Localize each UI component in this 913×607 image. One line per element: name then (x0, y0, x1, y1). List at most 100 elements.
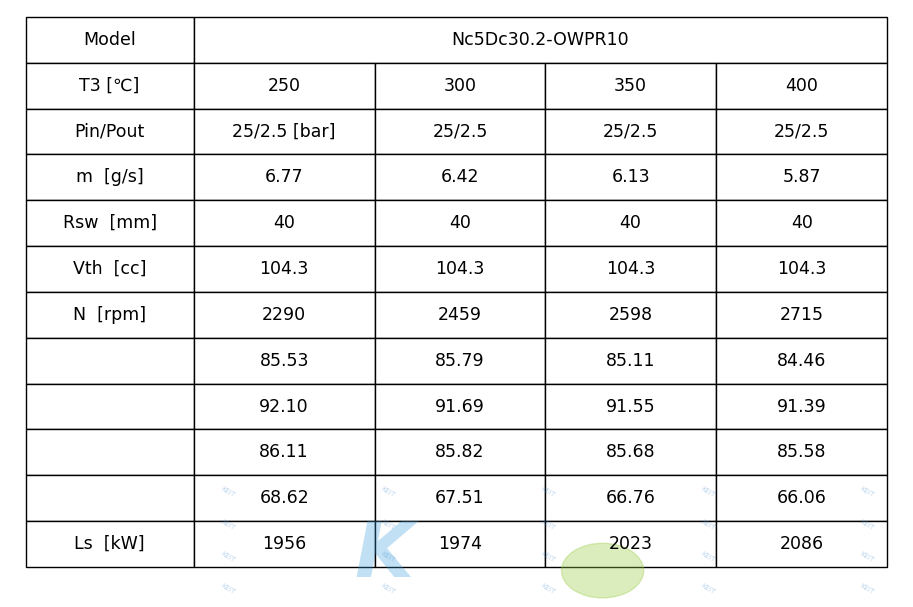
Bar (716, 337, 887, 384)
Bar (545, 430, 716, 475)
Text: KEIT: KEIT (380, 551, 396, 563)
Text: 40: 40 (620, 214, 642, 232)
Bar (374, 200, 545, 246)
Text: 350: 350 (614, 76, 647, 95)
Text: 1956: 1956 (262, 535, 306, 553)
Text: 2290: 2290 (262, 306, 306, 324)
Text: 68.62: 68.62 (259, 489, 309, 507)
Bar (194, 292, 374, 337)
Text: KEIT: KEIT (220, 583, 236, 596)
Text: 6.77: 6.77 (265, 168, 303, 186)
Bar (194, 337, 374, 384)
Text: KEIT: KEIT (220, 551, 236, 563)
Bar (374, 154, 545, 200)
Text: T3 [℃]: T3 [℃] (79, 76, 140, 95)
Bar (374, 63, 545, 109)
Bar (545, 475, 716, 521)
Text: Nc5Dc30.2-OWPR10: Nc5Dc30.2-OWPR10 (452, 31, 629, 49)
Bar (374, 521, 545, 567)
Text: 2459: 2459 (438, 306, 482, 324)
Bar (194, 521, 374, 567)
Text: KEIT: KEIT (540, 486, 556, 499)
Text: 5.87: 5.87 (782, 168, 821, 186)
Bar (545, 521, 716, 567)
Text: KEIT: KEIT (220, 518, 236, 531)
Text: 85.53: 85.53 (259, 351, 309, 370)
Bar (716, 154, 887, 200)
Text: 84.46: 84.46 (777, 351, 826, 370)
Text: 25/2.5: 25/2.5 (603, 123, 658, 141)
Bar (716, 521, 887, 567)
Text: 250: 250 (268, 76, 300, 95)
Text: KEIT: KEIT (859, 518, 876, 531)
Text: 40: 40 (791, 214, 813, 232)
Bar (194, 200, 374, 246)
Text: 2715: 2715 (780, 306, 824, 324)
Text: KEIT: KEIT (859, 551, 876, 563)
Text: KEIT: KEIT (699, 551, 716, 563)
Bar (26, 200, 194, 246)
Bar (716, 292, 887, 337)
Text: 67.51: 67.51 (436, 489, 485, 507)
Text: 104.3: 104.3 (259, 260, 309, 278)
Bar (194, 63, 374, 109)
Text: KEIT: KEIT (220, 486, 236, 499)
Bar (26, 475, 194, 521)
Text: 91.39: 91.39 (777, 398, 826, 416)
Text: KEIT: KEIT (540, 518, 556, 531)
Bar (374, 292, 545, 337)
Text: 85.82: 85.82 (436, 443, 485, 461)
Text: 66.06: 66.06 (777, 489, 826, 507)
Bar (716, 200, 887, 246)
Text: 1974: 1974 (438, 535, 482, 553)
Bar (374, 337, 545, 384)
Text: Model: Model (83, 31, 136, 49)
Bar (716, 63, 887, 109)
Text: 2598: 2598 (609, 306, 653, 324)
Bar (26, 292, 194, 337)
Bar (545, 200, 716, 246)
Bar (26, 154, 194, 200)
Text: m  [g/s]: m [g/s] (76, 168, 143, 186)
Text: KEIT: KEIT (380, 518, 396, 531)
Bar (194, 475, 374, 521)
Bar (374, 109, 545, 155)
Bar (26, 384, 194, 430)
Text: 25/2.5: 25/2.5 (774, 123, 829, 141)
Text: KEIT: KEIT (699, 583, 716, 596)
Bar (545, 292, 716, 337)
Text: 104.3: 104.3 (606, 260, 656, 278)
Text: 91.69: 91.69 (435, 398, 485, 416)
Text: 86.11: 86.11 (259, 443, 309, 461)
Bar (194, 17, 887, 63)
Bar (194, 154, 374, 200)
Bar (545, 384, 716, 430)
Bar (374, 246, 545, 292)
Text: 104.3: 104.3 (436, 260, 485, 278)
Text: KEIT: KEIT (540, 583, 556, 596)
Text: 92.10: 92.10 (259, 398, 309, 416)
Text: 85.58: 85.58 (777, 443, 826, 461)
Text: Vth  [cc]: Vth [cc] (73, 260, 146, 278)
Circle shape (561, 543, 644, 598)
Text: KEIT: KEIT (380, 583, 396, 596)
Text: 91.55: 91.55 (606, 398, 656, 416)
Text: KEIT: KEIT (859, 583, 876, 596)
Bar (26, 63, 194, 109)
Bar (194, 430, 374, 475)
Bar (194, 109, 374, 155)
Text: 400: 400 (785, 76, 818, 95)
Text: 300: 300 (444, 76, 477, 95)
Bar (716, 475, 887, 521)
Text: 2023: 2023 (609, 535, 653, 553)
Text: 66.76: 66.76 (605, 489, 656, 507)
Text: Pin/Pout: Pin/Pout (75, 123, 145, 141)
Text: KEIT: KEIT (540, 551, 556, 563)
Bar (194, 384, 374, 430)
Bar (716, 246, 887, 292)
Text: 85.11: 85.11 (606, 351, 656, 370)
Text: 40: 40 (449, 214, 471, 232)
Bar (374, 384, 545, 430)
Text: 40: 40 (273, 214, 295, 232)
Bar (545, 63, 716, 109)
